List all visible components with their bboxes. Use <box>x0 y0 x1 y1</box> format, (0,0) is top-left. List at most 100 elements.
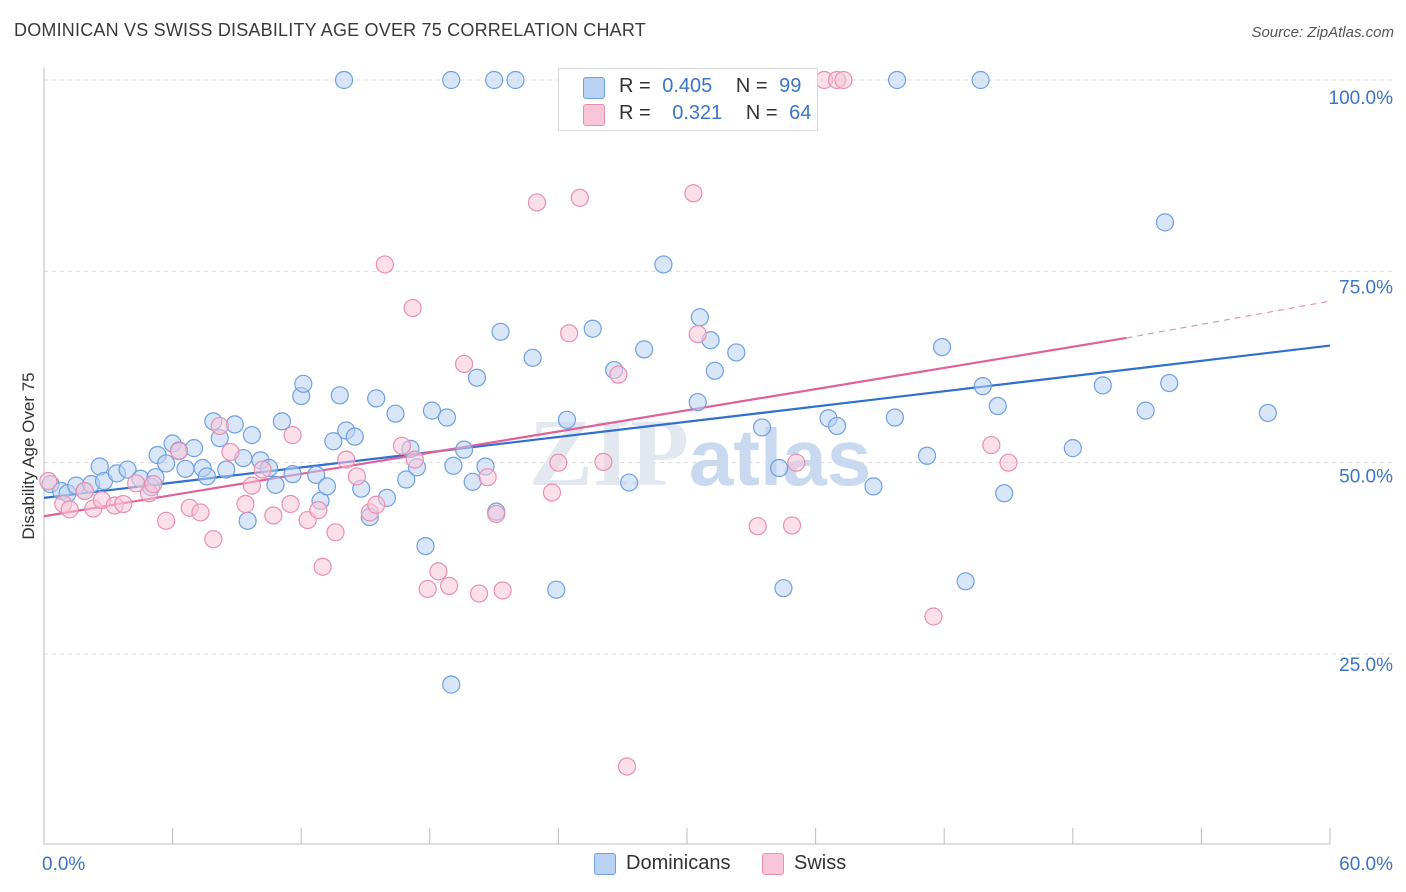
data-point <box>999 453 1018 472</box>
data-point <box>197 467 216 486</box>
data-point <box>386 404 405 423</box>
legend-n-label: N = <box>735 75 768 97</box>
data-points <box>39 70 1277 776</box>
data-point <box>345 427 364 446</box>
data-point <box>549 453 568 472</box>
legend-swatch-dominicans <box>594 853 616 875</box>
data-point <box>570 188 589 207</box>
data-point <box>405 450 424 469</box>
data-point <box>283 426 302 445</box>
data-point <box>367 389 386 408</box>
data-point <box>225 415 244 434</box>
data-point <box>491 322 510 341</box>
y-tick-label: 100.0% <box>1329 88 1394 109</box>
series-dominicans <box>41 70 1277 694</box>
source-label: Source: ZipAtlas.com <box>1251 24 1394 41</box>
data-point <box>114 494 133 514</box>
data-point <box>932 338 952 357</box>
axis-labels: 25.0% 50.0% 75.0% 100.0% 0.0% 60.0% Disability… <box>19 88 1393 875</box>
data-point <box>688 324 707 344</box>
data-point <box>347 467 367 486</box>
data-point <box>478 468 497 487</box>
axes <box>43 68 1331 845</box>
data-point <box>442 70 461 90</box>
data-point <box>39 471 58 491</box>
data-point <box>583 319 602 338</box>
legend-r-value: 0.321 <box>672 102 723 124</box>
data-point <box>309 501 328 520</box>
data-point <box>334 70 354 90</box>
legend-label-swiss: Swiss <box>794 852 847 874</box>
data-point <box>748 517 767 536</box>
data-point <box>375 255 394 274</box>
data-point <box>210 416 229 436</box>
legend-n-label: N = <box>745 102 778 124</box>
data-point <box>313 557 332 576</box>
data-point <box>557 410 577 429</box>
trend-line-swiss <box>43 336 1127 518</box>
legend-n-value: 99 <box>779 75 802 97</box>
data-point <box>176 459 195 478</box>
data-point <box>688 393 707 412</box>
data-point <box>527 193 547 212</box>
x-tick-label: 60.0% <box>1339 854 1393 875</box>
data-point <box>337 450 356 469</box>
legend-swatch-dominicans <box>583 77 605 99</box>
data-point <box>635 340 654 359</box>
legend-r-label: R = <box>619 102 651 124</box>
data-point <box>1093 376 1112 395</box>
data-point <box>266 475 285 494</box>
data-point <box>690 308 709 327</box>
legend-r-value: 0.405 <box>662 75 713 97</box>
y-axis-title: Disability Age Over 75 <box>19 372 38 539</box>
data-point <box>264 506 283 525</box>
data-point <box>204 530 223 549</box>
data-point <box>609 365 628 384</box>
data-point <box>429 562 448 581</box>
series-legend: Dominicans Swiss <box>0 852 1406 876</box>
data-point <box>157 511 176 530</box>
data-point <box>782 516 802 535</box>
data-point <box>397 470 416 489</box>
data-point <box>330 386 349 405</box>
data-point <box>1155 213 1175 232</box>
data-point <box>118 460 137 479</box>
data-point <box>272 412 292 431</box>
data-point <box>418 579 437 599</box>
data-point <box>469 584 489 603</box>
data-point <box>169 442 189 461</box>
data-point <box>973 377 992 396</box>
legend-label-dominicans: Dominicans <box>626 852 731 874</box>
data-point <box>956 572 975 591</box>
data-point <box>1160 373 1179 393</box>
data-point <box>454 354 474 374</box>
data-point <box>242 476 262 495</box>
data-point <box>834 70 853 90</box>
data-point <box>403 298 422 318</box>
data-point <box>253 460 272 479</box>
data-point <box>221 442 240 462</box>
data-point <box>988 396 1007 416</box>
data-point <box>191 503 210 522</box>
data-point <box>317 477 337 496</box>
data-point <box>437 408 457 427</box>
data-point <box>982 435 1001 455</box>
series-swiss <box>39 70 1018 776</box>
data-point <box>887 70 907 90</box>
data-point <box>326 523 345 542</box>
legend-n-value: 64 <box>789 102 812 124</box>
data-point <box>547 580 566 599</box>
data-point <box>307 465 326 485</box>
data-point <box>60 500 79 519</box>
data-point <box>467 368 487 387</box>
data-point <box>864 477 883 496</box>
data-point <box>1136 401 1155 420</box>
legend-swatch-swiss <box>583 104 605 126</box>
data-point <box>324 432 343 451</box>
data-point <box>924 607 943 626</box>
data-point <box>506 70 525 90</box>
data-point <box>392 436 412 455</box>
data-point <box>238 511 257 530</box>
data-point <box>594 452 613 472</box>
data-point <box>454 440 474 459</box>
